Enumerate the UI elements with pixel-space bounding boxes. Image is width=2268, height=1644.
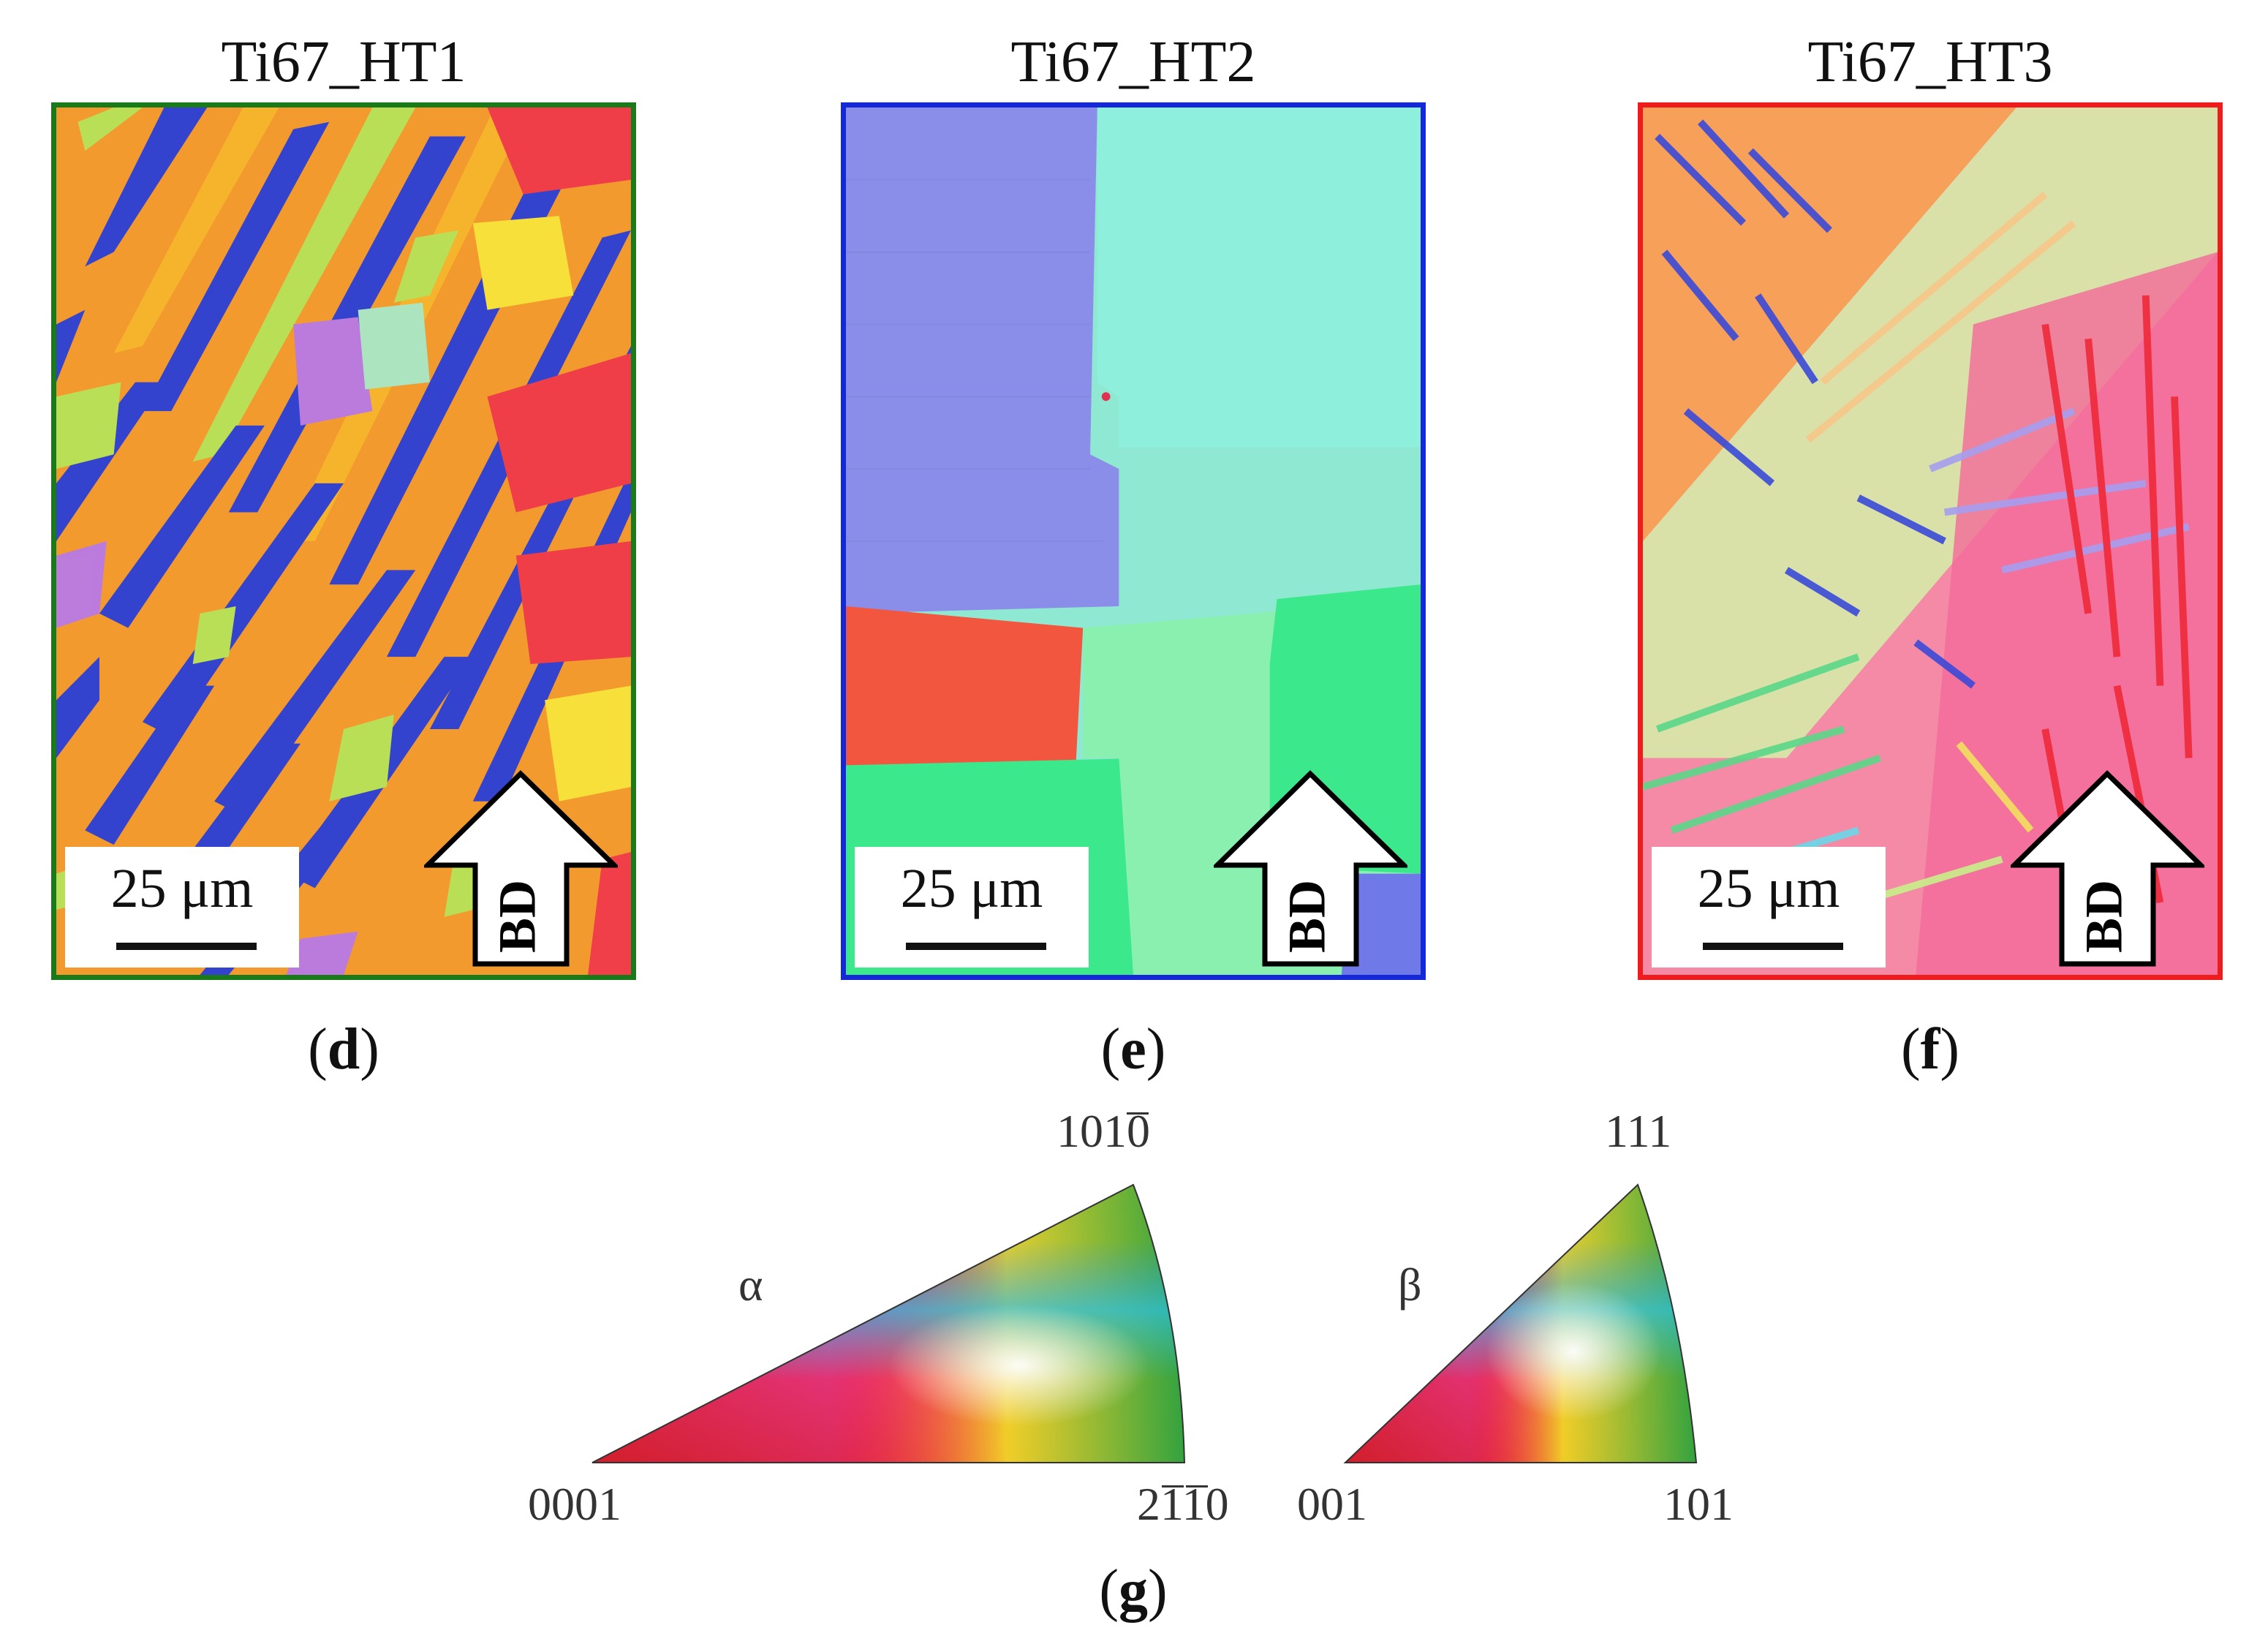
arrow-text-ht3: BD xyxy=(2075,880,2133,953)
arrow-text-ht1: BD xyxy=(488,880,547,953)
scale-text-ht3: 25 μm xyxy=(1697,858,1840,919)
sublabel-d: (d) xyxy=(308,1017,379,1082)
ebsd-image-ht3 xyxy=(1643,108,2218,975)
ebsd-map-ht1: 25 μm BD xyxy=(51,102,636,980)
sublabel-d-letter: d xyxy=(327,1017,360,1082)
sublabel-f: (f) xyxy=(1901,1017,1959,1082)
panel-title-ht3: Ti67_HT3 xyxy=(1807,30,2053,94)
panel-title-ht2: Ti67_HT2 xyxy=(1010,30,1256,94)
ipf-key-beta xyxy=(1343,1183,1698,1463)
alpha-corner-2110-overbar-2 xyxy=(1186,1485,1208,1487)
alpha-symbol: α xyxy=(738,1259,763,1311)
ipf-key-alpha xyxy=(591,1183,1186,1463)
scale-line-ht1 xyxy=(116,943,257,950)
scale-line-ht3 xyxy=(1703,943,1843,950)
alpha-corner-1010: 1010 xyxy=(1056,1104,1188,1163)
scale-text-ht1: 25 μm xyxy=(110,858,254,919)
alpha-corner-0001: 0001 xyxy=(528,1478,621,1530)
scale-text-ht2: 25 μm xyxy=(900,858,1043,919)
beta-symbol: β xyxy=(1398,1259,1422,1311)
beta-corner-001: 001 xyxy=(1297,1478,1367,1530)
ebsd-map-ht3: 25 μm BD xyxy=(1638,102,2223,980)
scale-line-ht2 xyxy=(906,943,1046,950)
alpha-corner-2110: 2110 xyxy=(1137,1477,1283,1536)
alpha-corner-2110-overbar-1 xyxy=(1162,1485,1184,1487)
beta-corner-111: 111 xyxy=(1605,1105,1672,1157)
build-direction-arrow-ht2: BD xyxy=(1214,770,1407,967)
build-direction-arrow-ht3: BD xyxy=(2011,770,2204,967)
alpha-corner-1010-overbar xyxy=(1127,1112,1149,1115)
sublabel-g: (g) xyxy=(1099,1558,1168,1623)
sublabel-g-letter: g xyxy=(1119,1558,1148,1623)
arrow-text-ht2: BD xyxy=(1278,880,1337,953)
sublabel-f-letter: f xyxy=(1920,1017,1940,1082)
scale-bar-ht1: 25 μm xyxy=(65,847,299,968)
ebsd-map-ht2: 25 μm BD xyxy=(841,102,1426,980)
sublabel-e-letter: e xyxy=(1120,1017,1146,1082)
beta-corner-101: 101 xyxy=(1663,1478,1734,1530)
sublabel-e: (e) xyxy=(1100,1017,1166,1082)
build-direction-arrow-ht1: BD xyxy=(424,770,618,967)
panel-title-ht1: Ti67_HT1 xyxy=(221,30,466,94)
scale-bar-ht3: 25 μm xyxy=(1652,847,1886,968)
scale-bar-ht2: 25 μm xyxy=(855,847,1089,968)
